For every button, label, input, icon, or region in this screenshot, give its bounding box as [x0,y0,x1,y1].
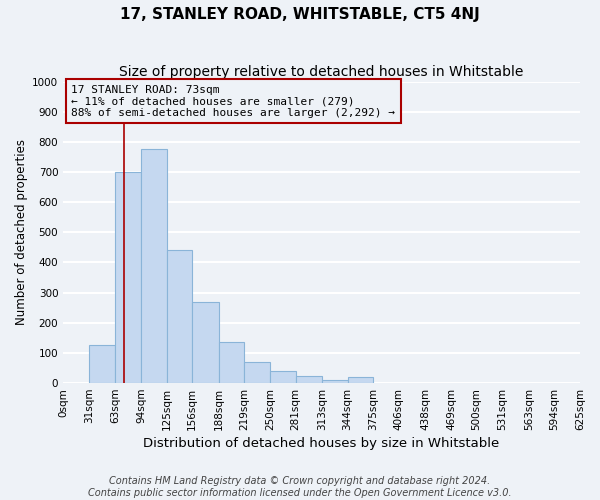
Title: Size of property relative to detached houses in Whitstable: Size of property relative to detached ho… [119,65,524,79]
Bar [296,376,322,383]
Bar [347,377,373,383]
Bar [270,371,296,383]
Y-axis label: Number of detached properties: Number of detached properties [15,140,28,326]
Bar [141,150,167,383]
Bar [218,342,244,383]
X-axis label: Distribution of detached houses by size in Whitstable: Distribution of detached houses by size … [143,437,500,450]
Bar [192,302,218,383]
Bar [115,172,141,383]
Bar [167,250,192,383]
Bar [322,380,347,383]
Bar [89,346,115,383]
Bar [244,362,270,383]
Text: 17, STANLEY ROAD, WHITSTABLE, CT5 4NJ: 17, STANLEY ROAD, WHITSTABLE, CT5 4NJ [120,8,480,22]
Text: Contains HM Land Registry data © Crown copyright and database right 2024.
Contai: Contains HM Land Registry data © Crown c… [88,476,512,498]
Text: 17 STANLEY ROAD: 73sqm
← 11% of detached houses are smaller (279)
88% of semi-de: 17 STANLEY ROAD: 73sqm ← 11% of detached… [71,84,395,118]
